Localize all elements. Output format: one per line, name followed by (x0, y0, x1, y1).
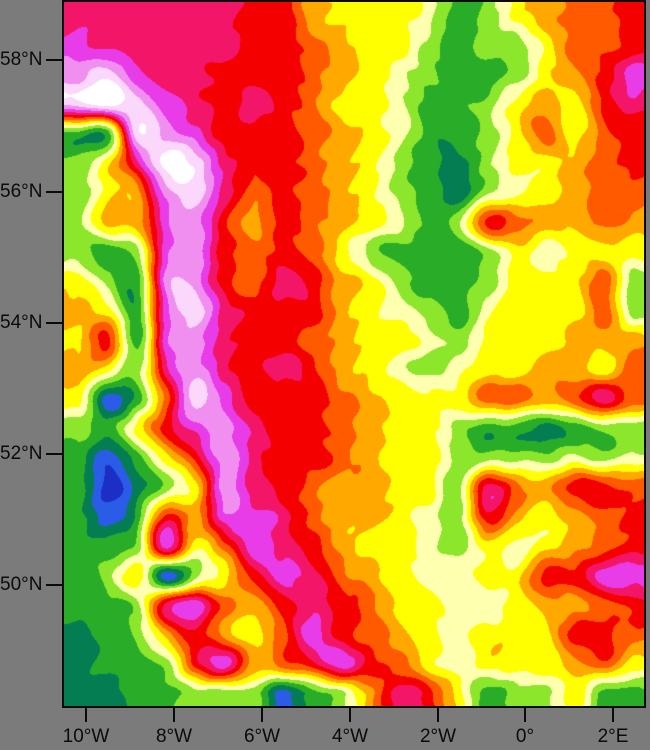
lat-tick-label: 58°N (0, 49, 43, 70)
lat-tick-label: 56°N (0, 181, 43, 202)
lat-tick (46, 453, 62, 455)
lat-tick (46, 191, 62, 193)
lat-tick (46, 584, 62, 586)
lat-tick (46, 322, 62, 324)
lat-tick-label: 52°N (0, 443, 43, 464)
lon-tick (349, 708, 351, 722)
lon-tick (173, 708, 175, 722)
lon-tick (612, 708, 614, 722)
lon-tick-label: 10°W (62, 726, 110, 747)
lat-tick (46, 59, 62, 61)
lon-tick-label: 2°W (419, 726, 457, 747)
lat-tick-label: 50°N (0, 574, 43, 595)
lon-tick (437, 708, 439, 722)
lon-tick (261, 708, 263, 722)
lat-tick-label: 54°N (0, 312, 43, 333)
lon-tick (85, 708, 87, 722)
lon-tick (524, 708, 526, 722)
lon-tick-label: 6°W (243, 726, 281, 747)
lon-tick-label: 2°E (597, 726, 629, 747)
contour-field-canvas (64, 2, 644, 706)
plot-area (62, 0, 646, 708)
lon-tick-label: 4°W (331, 726, 369, 747)
lon-tick-label: 0° (515, 726, 535, 747)
lon-tick-label: 8°W (155, 726, 193, 747)
